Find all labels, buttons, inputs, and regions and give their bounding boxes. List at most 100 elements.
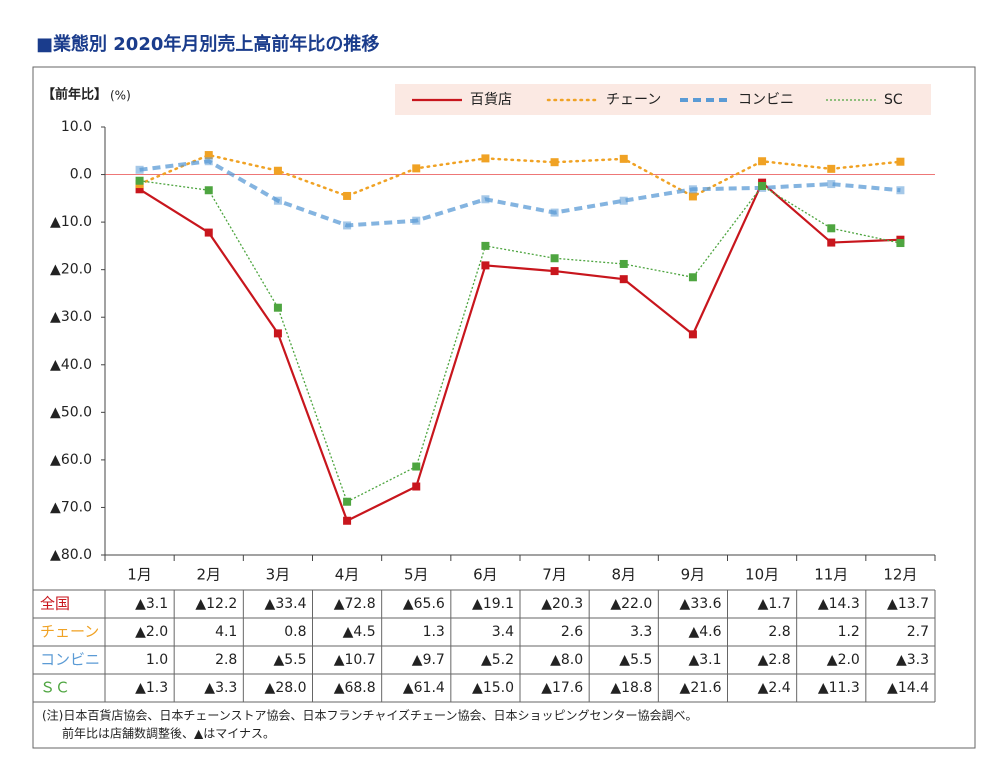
marker [688, 330, 697, 339]
legend-label: コンビニ [738, 92, 794, 108]
table-cell: 3.3 [630, 624, 652, 640]
legend-label: 百貨店 [470, 91, 512, 108]
y-tick-label: ▲80.0 [50, 547, 92, 563]
table-cell: ▲10.7 [334, 652, 376, 668]
table-cell: ▲14.4 [887, 680, 929, 696]
y-tick-label: ▲40.0 [50, 357, 92, 373]
x-tick-label: 12月 [883, 566, 917, 584]
marker [273, 303, 282, 312]
marker [619, 275, 628, 284]
marker [412, 462, 421, 471]
y-tick-label: 0.0 [70, 167, 92, 183]
table-cell: ▲17.6 [541, 680, 583, 696]
x-tick-label: 10月 [745, 566, 779, 584]
x-tick-label: 9月 [681, 566, 706, 584]
table-cell: ▲15.0 [472, 680, 514, 696]
table-cell: ▲1.7 [758, 596, 791, 612]
table-cell: ▲72.8 [334, 596, 376, 612]
table-row-label: 全国 [40, 595, 70, 613]
table-cell: 2.8 [768, 624, 790, 640]
table-cell: ▲3.1 [688, 652, 721, 668]
y-tick-label: ▲70.0 [50, 499, 92, 515]
marker [412, 216, 421, 225]
marker [896, 186, 905, 195]
y-tick-label: ▲20.0 [50, 262, 92, 278]
table-cell: ▲3.3 [896, 652, 929, 668]
legend-box [395, 84, 931, 115]
table-cell: ▲2.4 [758, 680, 791, 696]
marker [896, 239, 905, 248]
frame [32, 66, 976, 749]
marker [273, 329, 282, 338]
marker [204, 228, 213, 237]
table-cell: ▲4.5 [343, 624, 376, 640]
marker [273, 166, 282, 175]
table-cell: 0.8 [284, 624, 306, 640]
marker [758, 181, 767, 190]
series-line [138, 180, 901, 523]
marker [481, 261, 490, 270]
y-tick-label: ▲30.0 [50, 309, 92, 325]
x-tick-label: 5月 [404, 566, 429, 584]
table-cell: ▲9.7 [412, 652, 445, 668]
table-cell: 2.8 [215, 652, 237, 668]
x-tick-label: 1月 [127, 566, 152, 584]
marker [550, 208, 559, 217]
marker [343, 497, 352, 506]
marker [550, 267, 559, 276]
table-cell: 1.0 [146, 652, 168, 668]
table-cell: 1.3 [423, 624, 445, 640]
marker [827, 224, 836, 233]
marker [343, 516, 352, 525]
marker [204, 151, 213, 160]
y-tick-label: ▲10.0 [50, 214, 92, 230]
series-line [138, 153, 902, 198]
marker [412, 164, 421, 173]
table-cell: 2.6 [561, 624, 583, 640]
marker [481, 154, 490, 163]
table-row-label: コンビニ [40, 651, 100, 669]
marker [135, 165, 144, 174]
table-cell: 3.4 [492, 624, 514, 640]
table-cell: ▲12.2 [195, 596, 237, 612]
marker [550, 254, 559, 263]
table-cell: ▲33.6 [680, 596, 722, 612]
table-cell: ▲21.6 [680, 680, 722, 696]
x-tick-label: 3月 [266, 566, 291, 584]
x-tick-label: 8月 [611, 566, 636, 584]
table-cell: ▲18.8 [610, 680, 652, 696]
y-tick-label: 10.0 [61, 119, 92, 135]
table-cell: ▲2.0 [135, 624, 168, 640]
table-cell: ▲5.5 [273, 652, 306, 668]
marker [827, 180, 836, 189]
x-tick-label: 7月 [542, 566, 567, 584]
series-line [139, 159, 901, 228]
table-cell: ▲14.3 [818, 596, 860, 612]
y-unit: (%) [110, 89, 131, 103]
marker [619, 154, 628, 163]
legend-label: SC [884, 92, 903, 108]
table-cell: ▲5.5 [619, 652, 652, 668]
legend-label: チェーン [606, 92, 661, 108]
table-cell: 2.7 [907, 624, 929, 640]
table-cell: ▲3.3 [204, 680, 237, 696]
table-cell: ▲2.0 [827, 652, 860, 668]
x-tick-label: 4月 [335, 566, 360, 584]
table-cell: ▲20.3 [541, 596, 583, 612]
table-cell: ▲5.2 [481, 652, 514, 668]
chart-title: ■業態別 2020年月別売上高前年比の推移 [36, 33, 379, 55]
table-cell: ▲68.8 [334, 680, 376, 696]
table-cell: ▲1.3 [135, 680, 168, 696]
marker [896, 157, 905, 166]
marker [619, 196, 628, 205]
marker [688, 192, 697, 201]
x-tick-label: 6月 [473, 566, 498, 584]
x-tick-label: 2月 [196, 566, 221, 584]
table-cell: ▲28.0 [265, 680, 307, 696]
marker [343, 221, 352, 230]
table-cell: ▲3.1 [135, 596, 168, 612]
marker [827, 164, 836, 173]
table-row-label: チェーン [40, 623, 99, 641]
y-tick-label: ▲50.0 [50, 404, 92, 420]
